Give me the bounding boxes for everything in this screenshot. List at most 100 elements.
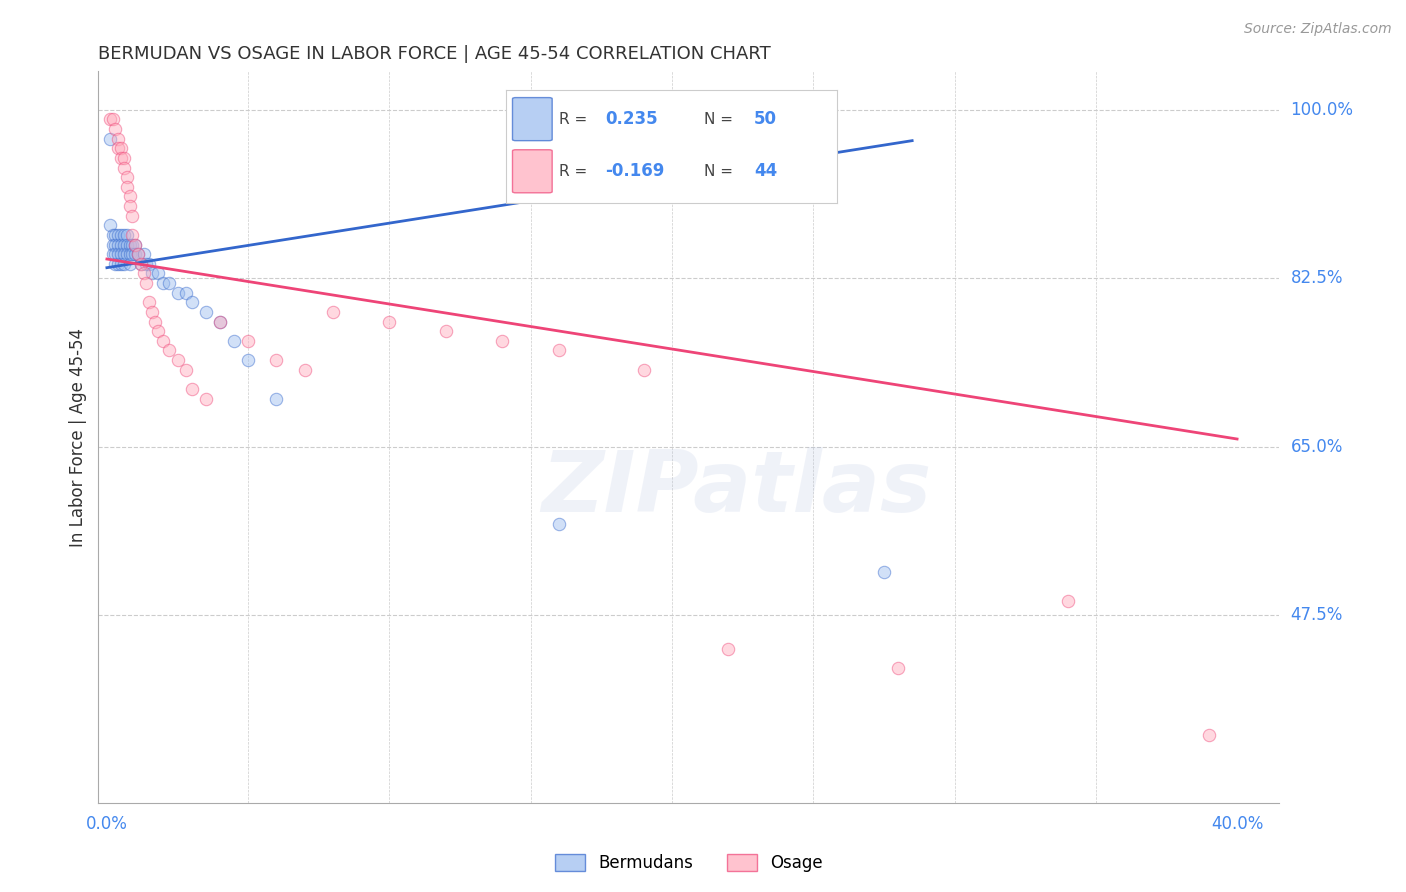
Point xyxy=(112,227,135,242)
Point xyxy=(141,305,163,319)
Legend: Bermudans, Osage: Bermudans, Osage xyxy=(548,847,830,879)
Point xyxy=(548,516,571,531)
Point xyxy=(104,122,127,136)
Text: 44: 44 xyxy=(754,162,778,180)
Point xyxy=(104,247,127,261)
Point xyxy=(115,227,138,242)
Text: 47.5%: 47.5% xyxy=(1291,607,1343,624)
Point xyxy=(121,227,143,242)
Point xyxy=(98,132,121,146)
Text: N =: N = xyxy=(704,112,738,127)
Text: BERMUDAN VS OSAGE IN LABOR FORCE | AGE 45-54 CORRELATION CHART: BERMUDAN VS OSAGE IN LABOR FORCE | AGE 4… xyxy=(98,45,770,62)
Point xyxy=(110,227,132,242)
Point xyxy=(208,315,231,329)
Point xyxy=(124,247,146,261)
Point xyxy=(717,641,740,656)
Point xyxy=(378,315,401,329)
Point xyxy=(110,237,132,252)
Point xyxy=(238,353,260,368)
Point xyxy=(434,324,457,338)
Point xyxy=(135,257,157,271)
Point xyxy=(112,247,135,261)
Point xyxy=(129,257,152,271)
Point xyxy=(124,237,146,252)
Point xyxy=(633,362,655,376)
Point xyxy=(112,237,135,252)
Text: ZIPatlas: ZIPatlas xyxy=(541,447,931,530)
Point xyxy=(115,170,138,185)
FancyBboxPatch shape xyxy=(513,97,553,141)
Point xyxy=(112,257,135,271)
Text: 65.0%: 65.0% xyxy=(1291,438,1343,456)
Point xyxy=(98,112,121,127)
Text: 100.0%: 100.0% xyxy=(1291,101,1354,119)
Point xyxy=(138,257,160,271)
Point xyxy=(873,565,896,579)
Point xyxy=(491,334,513,348)
Text: Source: ZipAtlas.com: Source: ZipAtlas.com xyxy=(1244,22,1392,37)
Point xyxy=(194,392,217,406)
Point xyxy=(121,237,143,252)
Point xyxy=(101,237,124,252)
Point xyxy=(180,295,202,310)
FancyBboxPatch shape xyxy=(513,150,553,193)
Point xyxy=(107,247,129,261)
Point xyxy=(1056,593,1078,607)
Point xyxy=(107,227,129,242)
Point xyxy=(166,285,188,300)
Point xyxy=(146,267,169,281)
Point xyxy=(129,257,152,271)
Point xyxy=(138,295,160,310)
Point xyxy=(127,247,149,261)
Point xyxy=(107,237,129,252)
Point xyxy=(157,276,180,290)
Point xyxy=(101,227,124,242)
Text: 50: 50 xyxy=(754,110,778,128)
Point xyxy=(101,247,124,261)
Point xyxy=(110,151,132,165)
Point xyxy=(322,305,344,319)
Point xyxy=(115,247,138,261)
Point xyxy=(121,247,143,261)
Point xyxy=(135,276,157,290)
Point xyxy=(127,247,149,261)
Point xyxy=(1198,728,1220,742)
Point xyxy=(118,199,141,213)
Point xyxy=(152,276,174,290)
Y-axis label: In Labor Force | Age 45-54: In Labor Force | Age 45-54 xyxy=(69,327,87,547)
Text: 0.235: 0.235 xyxy=(605,110,658,128)
Point xyxy=(115,179,138,194)
Point xyxy=(174,362,197,376)
Text: N =: N = xyxy=(704,164,738,178)
Text: R =: R = xyxy=(558,112,592,127)
Point xyxy=(152,334,174,348)
Point xyxy=(180,382,202,396)
Point xyxy=(107,132,129,146)
Point xyxy=(112,161,135,175)
Point xyxy=(266,392,288,406)
Point xyxy=(115,237,138,252)
Point xyxy=(107,257,129,271)
Point xyxy=(157,343,180,358)
Point xyxy=(222,334,245,348)
Point xyxy=(101,112,124,127)
Point xyxy=(146,324,169,338)
Text: 82.5%: 82.5% xyxy=(1291,269,1343,287)
Point xyxy=(143,315,166,329)
Point xyxy=(104,237,127,252)
Point xyxy=(118,247,141,261)
Point xyxy=(118,189,141,203)
Point xyxy=(141,267,163,281)
Point xyxy=(112,151,135,165)
Point xyxy=(110,247,132,261)
Point xyxy=(174,285,197,300)
Point xyxy=(887,661,910,675)
Point xyxy=(132,267,155,281)
Point xyxy=(166,353,188,368)
Point xyxy=(104,227,127,242)
Point xyxy=(548,343,571,358)
Point xyxy=(110,141,132,155)
Point xyxy=(132,247,155,261)
Point xyxy=(238,334,260,348)
Point xyxy=(118,257,141,271)
